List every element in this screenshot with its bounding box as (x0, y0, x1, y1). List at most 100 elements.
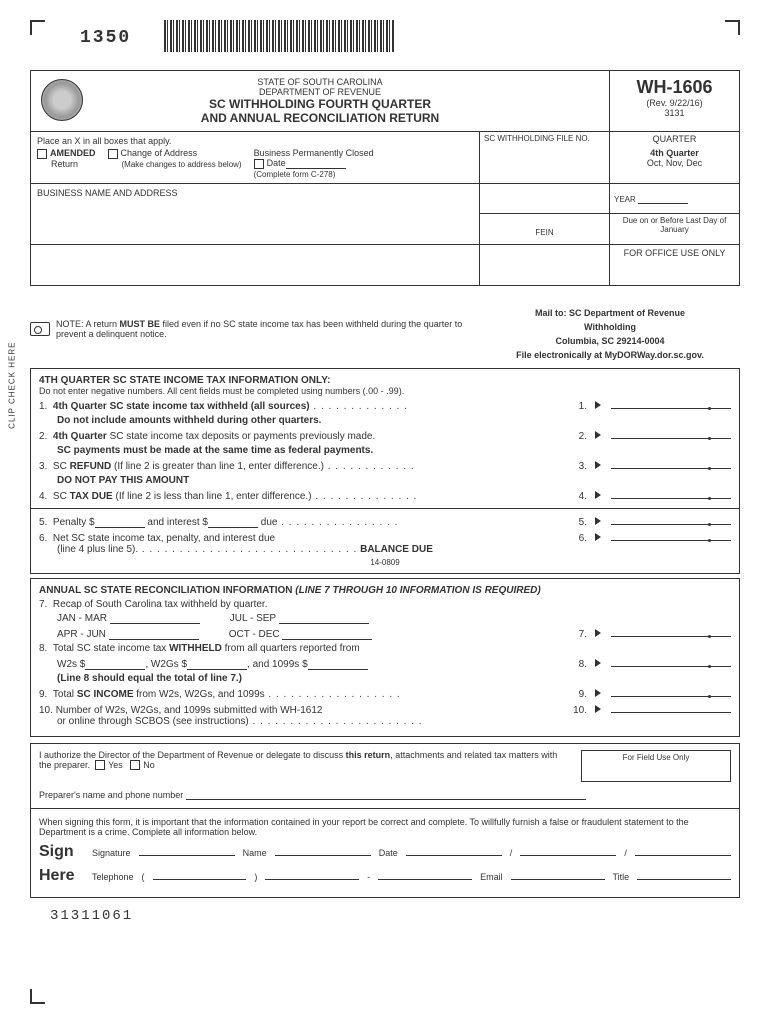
line7-amount[interactable] (611, 627, 731, 637)
title-2: AND ANNUAL RECONCILIATION RETURN (37, 111, 603, 125)
office-use-label: FOR OFFICE USE ONLY (609, 245, 739, 285)
line6-amount[interactable] (611, 531, 731, 541)
biz-closed-label: Business Permanently Closed (254, 148, 374, 158)
quarter-value: 4th Quarter (650, 148, 699, 158)
line5-amount[interactable] (611, 515, 731, 525)
q3-input[interactable] (279, 614, 369, 624)
tel-2[interactable] (378, 868, 472, 880)
interest-input[interactable] (208, 518, 258, 528)
sec1-title: 4TH QUARTER SC STATE INCOME TAX INFORMAT… (39, 375, 731, 386)
mailto-4: File electronically at MyDORWay.dor.sc.g… (480, 350, 740, 360)
amended-checkbox[interactable] (37, 149, 47, 159)
q2-label: APR - JUN (57, 629, 106, 640)
change-addr-checkbox[interactable] (108, 149, 118, 159)
fein-input[interactable] (479, 245, 609, 285)
tel-area[interactable] (153, 868, 247, 880)
preparer-label: Preparer's name and phone number (39, 790, 183, 800)
warning-text: When signing this form, it is important … (39, 817, 731, 837)
file-no-label: SC WITHHOLDING FILE NO. (479, 132, 609, 183)
yes-checkbox[interactable] (95, 760, 105, 770)
date-input[interactable] (286, 159, 346, 169)
line1-amount[interactable] (611, 399, 731, 409)
line1-text: 4th Quarter SC state income tax withheld… (53, 401, 310, 412)
l10a: Number of W2s, W2Gs, and 1099s submitted… (56, 705, 323, 716)
l6a: Net SC state income tax, penalty, and in… (53, 533, 275, 544)
date-m[interactable] (406, 844, 502, 856)
line2b: SC payments must be made at the same tim… (57, 445, 731, 456)
dept-line: DEPARTMENT OF REVENUE (37, 87, 603, 97)
l5c: due (261, 517, 278, 528)
field-use-box: For Field Use Only (581, 750, 731, 782)
make-changes-label: (Make changes to address below) (122, 160, 242, 169)
penalty-input[interactable] (95, 518, 145, 528)
q1-input[interactable] (110, 614, 200, 624)
date-d[interactable] (520, 844, 616, 856)
no-checkbox[interactable] (130, 760, 140, 770)
form-number: 1350 (80, 28, 131, 48)
w2s-input[interactable] (85, 660, 145, 670)
l5b: and interest $ (147, 517, 208, 528)
preparer-input[interactable] (186, 790, 586, 800)
line2-amount[interactable] (611, 429, 731, 439)
date-checkbox[interactable] (254, 159, 264, 169)
balance-label: BALANCE DUE (360, 544, 433, 555)
line9-amount[interactable] (611, 687, 731, 697)
telephone-label: Telephone (92, 872, 134, 882)
clip-check-label: CLIP CHECK HERE (8, 341, 17, 428)
here-label: Here (39, 867, 84, 885)
form-id: WH-1606 (616, 77, 733, 98)
date-y[interactable] (635, 844, 731, 856)
state-line: STATE OF SOUTH CAROLINA (37, 77, 603, 87)
file-no-input[interactable] (480, 184, 609, 214)
sec1-sub: Do not enter negative numbers. All cent … (39, 386, 731, 396)
q4-label: OCT - DEC (229, 629, 280, 640)
section-2: ANNUAL SC STATE RECONCILIATION INFORMATI… (30, 578, 740, 737)
code: 3131 (616, 108, 733, 118)
sec1-code: 14-0809 (39, 558, 731, 567)
tel-1[interactable] (265, 868, 359, 880)
instruction: Place an X in all boxes that apply. (37, 136, 473, 146)
mailto-3: Columbia, SC 29214-0004 (480, 336, 740, 346)
q2-input[interactable] (109, 630, 199, 640)
line8-amount[interactable] (611, 657, 731, 667)
revision: (Rev. 9/22/16) (616, 98, 733, 108)
line4-amount[interactable] (611, 489, 731, 499)
business-name-label: BUSINESS NAME AND ADDRESS (31, 184, 479, 244)
year-label: YEAR (614, 195, 636, 204)
1099s-input[interactable] (308, 660, 368, 670)
w2gs-input[interactable] (187, 660, 247, 670)
l8e: (Line 8 should equal the total of line 7… (57, 673, 731, 684)
fein-label: FEIN (480, 214, 609, 244)
complete-label: (Complete form C-278) (254, 170, 336, 179)
return-label: Return (51, 159, 78, 169)
mailto-2: Withholding (480, 322, 740, 332)
name-input[interactable] (275, 844, 371, 856)
l8d: , and 1099s $ (247, 659, 308, 670)
line3b: DO NOT PAY THIS AMOUNT (57, 475, 731, 486)
l8b: W2s $ (57, 659, 85, 670)
no-label: No (143, 760, 155, 770)
note-text: NOTE: A return MUST BE filed even if no … (56, 319, 480, 339)
due-label: Due on or Before Last Day of January (610, 214, 739, 244)
months: Oct, Nov, Dec (612, 158, 737, 168)
email-input[interactable] (511, 868, 605, 880)
line10-amount[interactable] (611, 703, 731, 713)
mailto-1: Mail to: SC Department of Revenue (480, 308, 740, 318)
line3-amount[interactable] (611, 459, 731, 469)
yes-label: Yes (108, 760, 123, 770)
bottom-number: 31311061 (50, 908, 740, 924)
business-addr-input[interactable] (31, 245, 479, 285)
q1-label: JAN - MAR (57, 613, 107, 624)
signature-label: Signature (92, 848, 131, 858)
year-input[interactable] (638, 194, 688, 204)
signature-input[interactable] (139, 844, 235, 856)
q4-input[interactable] (282, 630, 372, 640)
change-addr-label: Change of Address (121, 148, 198, 158)
title-input[interactable] (637, 868, 731, 880)
date-label2: Date (379, 848, 398, 858)
title-label: Title (613, 872, 630, 882)
name-label: Name (243, 848, 267, 858)
sign-label: Sign (39, 843, 84, 861)
l7: Recap of South Carolina tax withheld by … (53, 599, 268, 610)
sec2-title: ANNUAL SC STATE RECONCILIATION INFORMATI… (39, 585, 731, 596)
